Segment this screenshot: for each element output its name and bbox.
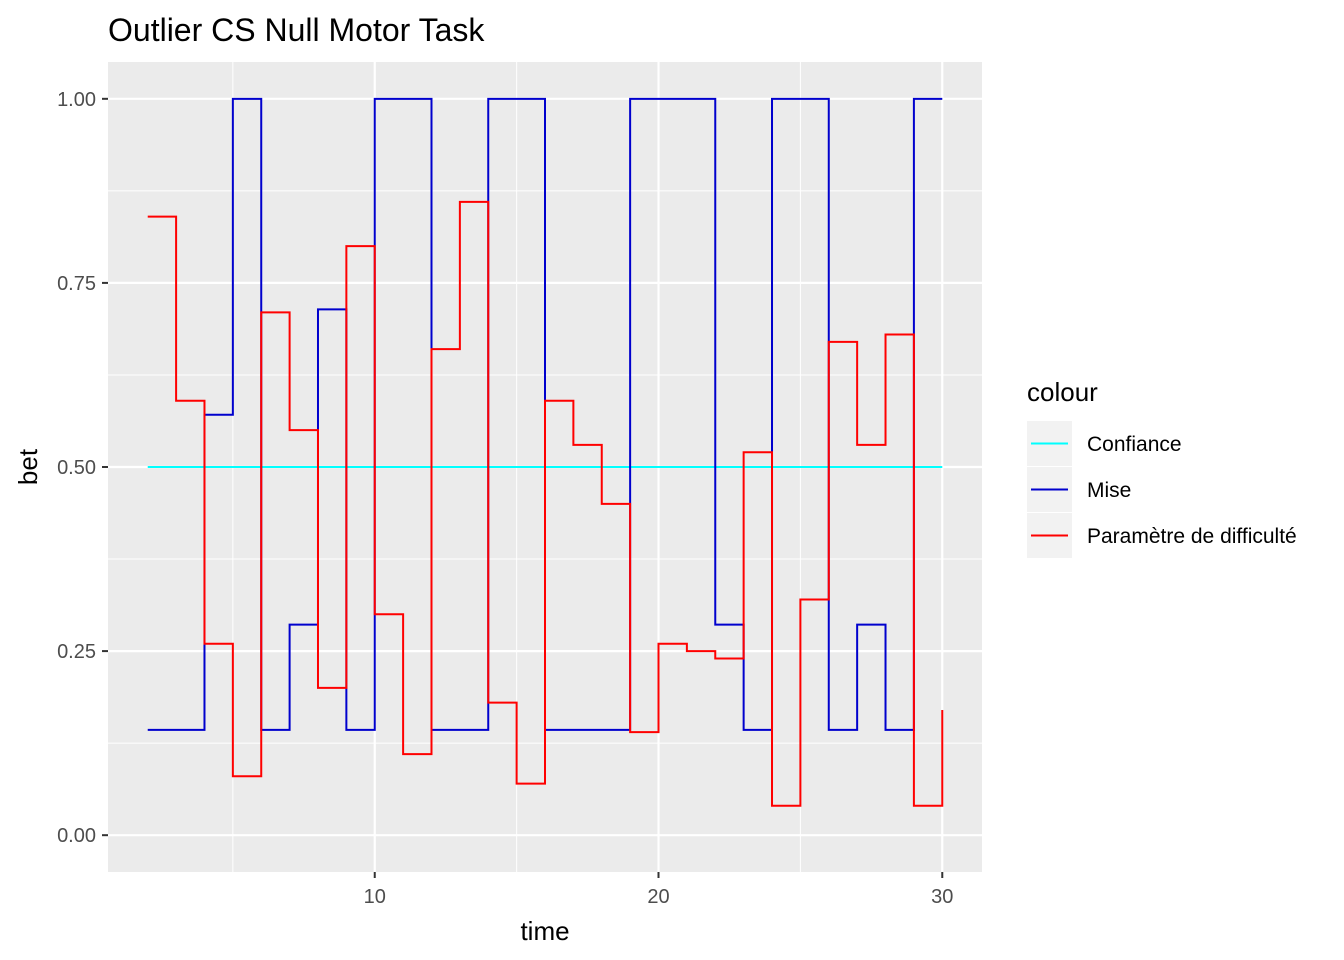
legend: colour Confiance Mise Paramètre de difficu… xyxy=(1027,377,1297,558)
legend-title: colour xyxy=(1027,377,1098,407)
x-axis-title: time xyxy=(520,916,569,946)
legend-label-1: Mise xyxy=(1087,479,1131,502)
series-layer xyxy=(147,97,944,807)
y-tick-label: 0.75 xyxy=(57,273,96,295)
y-tick-label: 0.50 xyxy=(57,457,96,479)
x-tick-label: 10 xyxy=(364,886,386,908)
y-axis: 0.00 0.25 0.50 0.75 1.00 xyxy=(57,89,108,847)
chart-title: Outlier CS Null Motor Task xyxy=(108,12,485,48)
legend-label-2: Paramètre de difficulté xyxy=(1087,525,1297,548)
legend-label-0: Confiance xyxy=(1087,433,1182,456)
y-tick-label: 0.00 xyxy=(57,825,96,847)
x-tick-label: 30 xyxy=(931,886,953,908)
x-tick-label: 20 xyxy=(647,886,669,908)
y-tick-label: 1.00 xyxy=(57,89,96,111)
x-axis: 10 20 30 xyxy=(364,872,953,908)
series-line-1 xyxy=(147,97,943,731)
y-tick-label: 0.25 xyxy=(57,641,96,663)
y-axis-title: bet xyxy=(13,448,43,485)
series-line-2 xyxy=(147,200,944,807)
